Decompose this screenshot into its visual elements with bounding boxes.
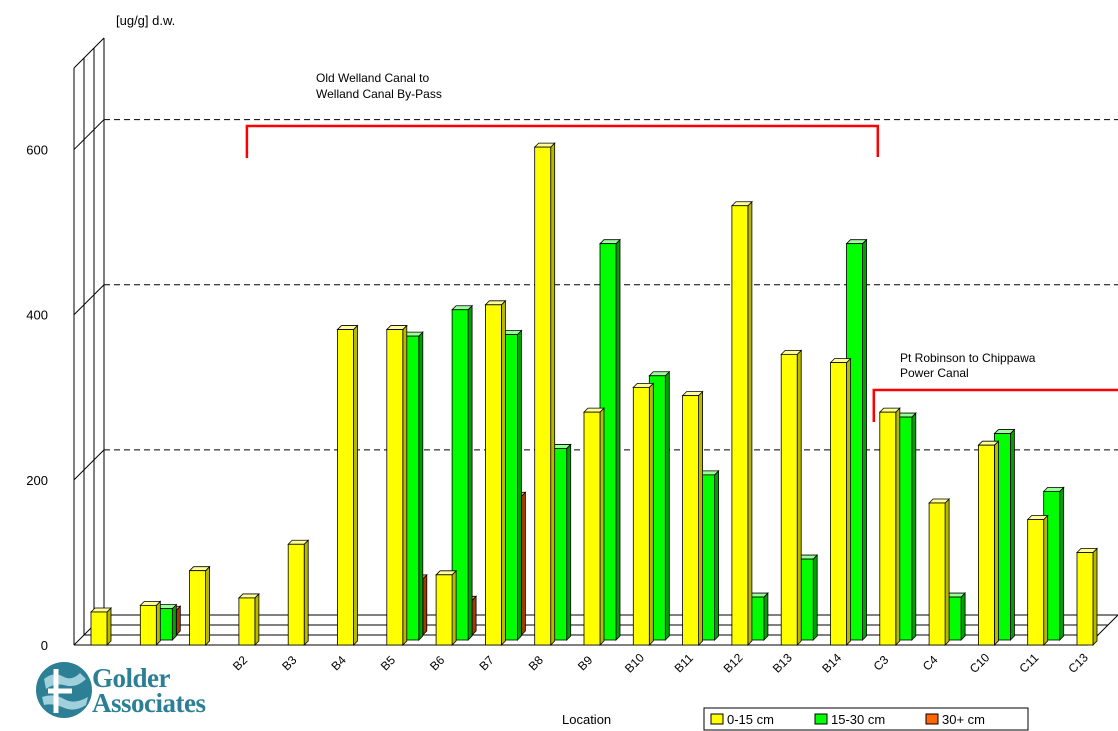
annotation-2-line-2: Power Canal [900,366,969,380]
bar-0-15 [829,357,852,646]
logo-word-associates: Associates [92,688,206,718]
bar-0-12 [681,390,704,646]
bar-0-11 [632,382,655,646]
bar-0-16 [878,407,901,646]
bar-0-4 [287,539,310,646]
x-tick-label: C13 [1065,650,1091,676]
bar-0-19 [1026,514,1049,646]
bar-0-13 [730,200,753,646]
legend-swatch-2 [925,713,939,725]
bar-0-7 [435,569,458,646]
bar-0-10 [583,407,605,646]
x-tick-labels: B2 B3 B4 B5 B6 B7 B8 B9 B10 B11 B12 B13 B14 C3 C4 C10 C1… [230,650,1091,676]
bar-0-9 [533,142,556,646]
legend: 0-15 cm 15-30 cm 30+ cm [703,707,1029,731]
bracket-1 [245,124,880,158]
grid-line-side [73,449,105,481]
bar-0-0 [90,607,112,646]
x-tick-label: B14 [819,650,844,675]
x-tick-label: B13 [770,650,795,675]
bracket-2 [872,388,1118,422]
annotation-2-line-1: Pt Robinson to Chippawa [900,351,1036,365]
x-tick-label: C3 [871,653,892,674]
x-tick-label: B10 [622,650,647,675]
y-tick-label: 200 [26,473,48,488]
logo-word-golder: Golder [92,663,171,693]
x-tick-label: B2 [230,653,251,674]
globe-icon [36,662,92,718]
bar-0-6 [385,324,408,646]
legend-label-0: 0-15 cm [727,712,774,727]
x-tick-label: B11 [672,651,697,676]
legend-label-2: 30+ cm [942,712,985,727]
bar-0-1 [139,600,162,646]
grid-line-side [73,119,105,150]
grid-line-side [73,284,105,316]
bar-0-18 [977,440,1000,646]
x-tick-label: B5 [378,653,399,674]
x-tick-label: B6 [427,653,448,674]
bar-0-5 [336,324,359,646]
bar-0-3 [237,592,260,646]
bars [90,142,1098,646]
golder-associates-logo: Golder Associates [34,657,224,727]
bar-0-14 [780,349,803,646]
legend-swatch-0 [710,713,724,725]
bar-0-8 [484,299,507,646]
legend-swatch-1 [814,713,828,725]
bar-0-2 [188,565,211,646]
y-tick-label: 400 [26,308,48,323]
annotation-1-line-2: Welland Canal By-Pass [316,87,442,101]
x-tick-label: B12 [721,650,746,675]
legend-label-1: 15-30 cm [831,712,885,727]
bar-0-17 [928,498,951,646]
x-tick-label: B9 [575,653,596,674]
x-tick-label: B8 [526,653,547,674]
annotation-brackets [245,124,1118,422]
y-tick-label: 600 [26,143,48,158]
grid-lines [73,119,1118,481]
y-unit-label: [ug/g] d.w. [116,13,175,28]
x-tick-label: C11 [1016,651,1041,676]
x-tick-label: B3 [279,653,300,674]
x-tick-label: B7 [476,653,497,674]
y-tick-label: 0 [41,638,48,653]
y-tick-labels: 0 200 400 600 [26,143,48,653]
bar-0-20 [1076,547,1098,646]
x-tick-label: C4 [920,653,941,674]
x-tick-label: B4 [329,653,350,674]
bar-1-7 [451,304,474,641]
legend-box [703,707,1029,731]
annotation-1-line-1: Old Welland Canal to [316,71,430,85]
x-axis-title: Location [562,712,611,727]
x-tick-label: C10 [967,650,993,676]
